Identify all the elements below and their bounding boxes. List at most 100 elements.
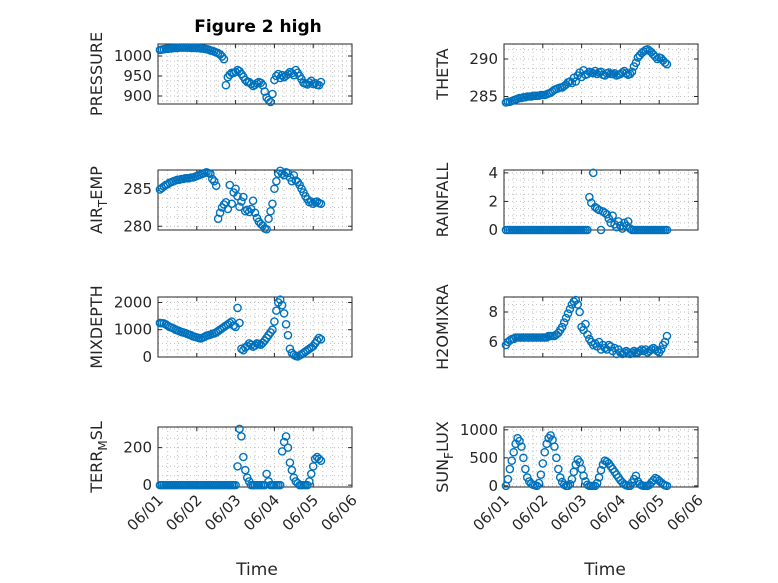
data-point — [314, 454, 324, 464]
x-tick-label: 06/05 — [625, 491, 668, 534]
y-tick-label: 8 — [488, 303, 498, 321]
y-tick-label: 285 — [123, 180, 152, 198]
axes-box — [503, 296, 699, 358]
data-point — [219, 54, 229, 64]
data-point — [240, 465, 250, 475]
panel-5: 6 8 H2OMIXRA — [433, 284, 699, 370]
data-point — [621, 68, 631, 78]
data-point — [581, 319, 590, 329]
data-point — [592, 478, 602, 488]
data-point — [279, 437, 289, 447]
data-point — [268, 325, 277, 335]
data-point — [308, 462, 318, 471]
data-point — [604, 68, 614, 77]
y-axis-label: THETA — [433, 48, 452, 100]
y-tick-label: 290 — [469, 50, 498, 68]
data-point — [631, 471, 641, 481]
data-point — [614, 217, 623, 226]
data-point — [287, 465, 297, 475]
data-point — [270, 75, 279, 85]
data-point — [233, 462, 242, 471]
data-point — [534, 478, 544, 488]
data-point — [285, 458, 295, 467]
data-point — [550, 442, 559, 451]
data-point — [555, 473, 565, 482]
data-point — [268, 89, 277, 99]
data-point — [588, 168, 598, 178]
data-point — [266, 97, 275, 107]
data-point — [250, 341, 260, 350]
data-point — [266, 206, 275, 216]
data-point — [256, 78, 266, 88]
data-point — [575, 307, 584, 317]
data-point — [608, 211, 617, 221]
data-point — [651, 52, 660, 62]
data-point — [536, 470, 546, 479]
data-point — [583, 69, 592, 79]
data-point — [557, 322, 567, 332]
data-point — [567, 78, 577, 88]
y-tick-label: 0 — [488, 221, 498, 239]
data-point — [270, 317, 279, 326]
data-point — [612, 222, 621, 232]
y-tick-label: 6 — [488, 333, 498, 351]
data-point — [552, 453, 561, 463]
data-point — [606, 342, 616, 351]
data-point — [662, 481, 672, 491]
x-axis-label-left: Time — [235, 560, 278, 580]
y-axis-label: MIXDEPTH — [87, 285, 106, 368]
data-point — [625, 69, 635, 79]
data-point — [559, 318, 569, 327]
data-point — [542, 439, 551, 449]
x-axis-label-right: Time — [583, 560, 626, 580]
data-point — [588, 68, 598, 78]
data-point — [625, 224, 635, 233]
data-point — [310, 454, 320, 464]
data-point — [279, 309, 289, 318]
data-point — [239, 452, 248, 462]
data-point — [272, 306, 281, 315]
data-point — [635, 346, 645, 356]
axes-box — [503, 426, 699, 488]
data-point — [662, 59, 672, 69]
y-tick-label: 280 — [123, 217, 152, 235]
data-point — [221, 80, 231, 90]
data-point — [237, 197, 246, 206]
y-tick-label: 0 — [142, 476, 152, 494]
data-point — [554, 464, 563, 474]
data-point — [289, 170, 299, 180]
data-point — [283, 69, 293, 79]
data-point — [277, 70, 287, 80]
y-axis-label: PRESSURE — [87, 32, 106, 116]
data-point — [585, 192, 594, 202]
x-tick-label: 06/06 — [318, 491, 361, 534]
data-point — [233, 303, 242, 313]
data-point — [283, 443, 293, 452]
data-point — [565, 304, 575, 314]
x-tick-label: 06/05 — [279, 491, 322, 534]
figure-title: Figure 2 high — [194, 17, 322, 37]
y-tick-label: 1000 — [460, 421, 498, 439]
data-point — [602, 209, 612, 219]
data-point — [521, 464, 530, 474]
data-point — [305, 477, 314, 486]
panel-0: 900 950 1000 PRESSURE — [87, 32, 353, 116]
data-point — [231, 67, 240, 77]
data-point — [579, 471, 588, 481]
data-point — [505, 464, 515, 474]
data-point — [662, 225, 672, 235]
data-point — [627, 348, 637, 357]
data-point — [231, 480, 240, 490]
y-tick-label: 0 — [142, 348, 152, 366]
data-point — [596, 465, 606, 475]
x-tick-label: 06/02 — [162, 491, 205, 534]
data-point — [583, 225, 592, 235]
data-point — [283, 330, 293, 340]
data-point — [316, 199, 326, 209]
data-point — [250, 208, 260, 218]
data-point — [316, 77, 326, 87]
data-point — [281, 432, 291, 441]
